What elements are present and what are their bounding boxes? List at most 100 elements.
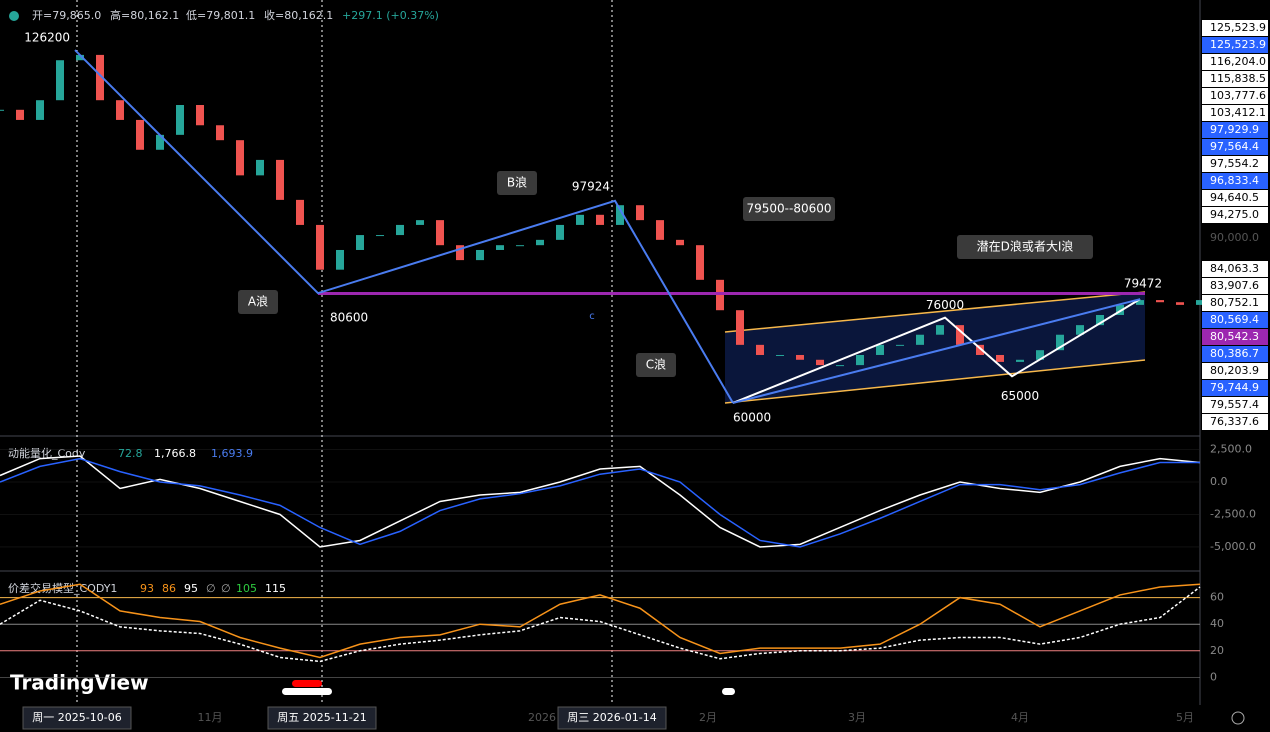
price-label-bg bbox=[1202, 230, 1268, 246]
date-label: 周三 2026-01-14 bbox=[567, 711, 656, 724]
candle bbox=[796, 354, 804, 360]
candle bbox=[616, 205, 624, 225]
candle bbox=[476, 249, 484, 261]
indicator-line bbox=[0, 457, 1200, 548]
y-tick-label: -2,500.0 bbox=[1210, 507, 1256, 520]
price-label-bg bbox=[1202, 329, 1268, 345]
readout: 115 bbox=[265, 582, 286, 595]
price-label: 94,640.5 bbox=[1210, 191, 1259, 204]
annotation: B浪 bbox=[507, 175, 527, 190]
candle bbox=[1156, 300, 1164, 303]
readout: 1,766.8 bbox=[154, 447, 196, 460]
price-label: 80,542.3 bbox=[1210, 330, 1259, 343]
price-label: 97,929.9 bbox=[1210, 123, 1259, 136]
price-label: 80,203.9 bbox=[1210, 364, 1259, 377]
status-dot bbox=[9, 11, 19, 21]
indicator-line bbox=[0, 583, 1201, 659]
price-label: 116,204.0 bbox=[1210, 55, 1266, 68]
readout: 72.8 bbox=[118, 447, 143, 460]
candle bbox=[556, 224, 564, 240]
candle bbox=[56, 60, 64, 101]
candle bbox=[696, 245, 704, 280]
marker bbox=[282, 688, 332, 695]
channel-line bbox=[724, 291, 1146, 333]
indicator-line bbox=[0, 455, 1201, 548]
marker bbox=[292, 680, 322, 687]
candle bbox=[76, 54, 84, 61]
candle bbox=[456, 245, 464, 261]
price-label: 79,557.4 bbox=[1210, 398, 1259, 411]
date-label: 4月 bbox=[1011, 711, 1029, 724]
readout: ∅ bbox=[206, 582, 216, 595]
y-tick-label: 2,500.0 bbox=[1210, 443, 1252, 456]
annotation-box bbox=[957, 235, 1093, 259]
candle bbox=[256, 159, 264, 176]
y-tick-label: 40 bbox=[1210, 617, 1224, 630]
date-label: 3月 bbox=[848, 711, 866, 724]
candle bbox=[36, 100, 44, 120]
annotation-box bbox=[238, 290, 278, 314]
channel bbox=[725, 292, 1145, 403]
readout: 93 bbox=[140, 582, 154, 595]
candle bbox=[736, 310, 744, 345]
candle bbox=[576, 214, 584, 225]
candle bbox=[1096, 315, 1104, 326]
price-label-bg bbox=[1202, 190, 1268, 206]
price-label: 90,000.0 bbox=[1210, 231, 1259, 244]
wave-line bbox=[74, 49, 734, 404]
readout: 95 bbox=[184, 582, 198, 595]
readout: 1,693.9 bbox=[211, 447, 253, 460]
annotation: C浪 bbox=[646, 357, 666, 372]
price-label: 80,752.1 bbox=[1210, 296, 1259, 309]
candle bbox=[1076, 325, 1084, 335]
indicator-line bbox=[0, 586, 1201, 663]
date-box bbox=[557, 706, 667, 730]
candle bbox=[976, 344, 984, 355]
wave-label: 80600 bbox=[330, 311, 368, 325]
readout: 86 bbox=[162, 582, 176, 595]
candle bbox=[0, 109, 4, 111]
price-label-bg bbox=[1202, 173, 1268, 189]
candle bbox=[816, 359, 824, 366]
candle bbox=[636, 205, 644, 221]
candle bbox=[876, 344, 884, 355]
price-label-bg bbox=[1202, 37, 1268, 53]
marker bbox=[722, 688, 735, 695]
candle bbox=[656, 220, 664, 240]
candle bbox=[96, 54, 104, 101]
y-tick-label: 20 bbox=[1210, 644, 1224, 657]
candle bbox=[1196, 300, 1204, 305]
date-label: 5月 bbox=[1176, 711, 1194, 724]
candle bbox=[396, 224, 404, 236]
candle bbox=[916, 334, 924, 345]
candle bbox=[756, 344, 764, 355]
candle bbox=[896, 344, 904, 346]
price-label: 125,523.9 bbox=[1210, 38, 1266, 51]
candle bbox=[116, 100, 124, 120]
candle bbox=[836, 365, 844, 367]
annotation-box bbox=[497, 171, 537, 195]
annotation: 潜在D浪或者大Ⅰ浪 bbox=[977, 239, 1074, 254]
price-label: 125,523.9 bbox=[1210, 21, 1266, 34]
candle bbox=[1016, 359, 1024, 362]
header-open: 开=79,865.0 bbox=[32, 9, 101, 22]
candle bbox=[496, 245, 504, 250]
date-box bbox=[267, 706, 377, 730]
channel-line bbox=[724, 359, 1146, 404]
wave-line bbox=[732, 298, 1141, 404]
price-label-bg bbox=[1202, 139, 1268, 155]
candle bbox=[996, 354, 1004, 362]
wave-line bbox=[732, 298, 1141, 404]
candle bbox=[956, 325, 964, 345]
price-label-bg bbox=[1202, 122, 1268, 138]
header-low: 低=79,801.1 bbox=[186, 9, 255, 22]
candle bbox=[276, 159, 284, 200]
readout: 105 bbox=[236, 582, 257, 595]
candle bbox=[216, 125, 224, 141]
candle bbox=[516, 245, 524, 247]
candle bbox=[1136, 300, 1144, 305]
price-label-bg bbox=[1202, 207, 1268, 223]
price-label: 83,907.6 bbox=[1210, 279, 1259, 292]
y-tick-label: 0 bbox=[1210, 670, 1217, 683]
